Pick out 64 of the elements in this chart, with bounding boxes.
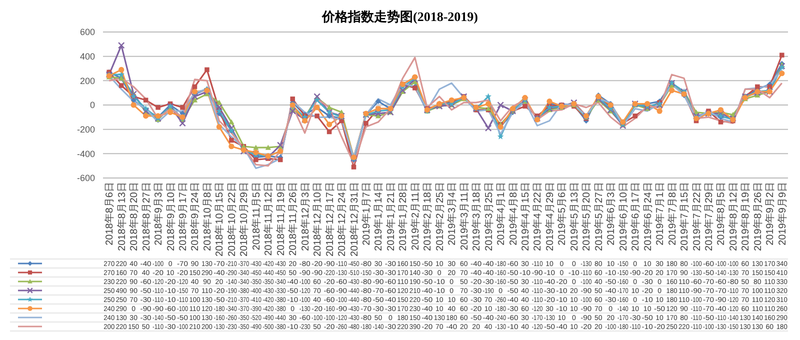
chart-title: 价格指数走势图(2018-2019) [320,8,479,26]
x-tick-label: 2019年2月25日 [434,182,446,251]
x-tick-label: 2019年6月10日 [617,182,630,251]
x-tick-label: 2018年12月17日 [324,182,336,256]
x-tick-label: 2019年3月11日 [458,182,470,250]
y-tick-label: 400 [80,52,95,62]
x-tick-label: 2018年12月24日 [336,182,348,256]
x-tick-label: 2019年1月28日 [397,182,410,251]
x-tick-label: 2019年2月11日 [409,182,422,250]
x-tick-label: 2019年5月13日 [568,182,580,251]
x-tick-label: 2019年7月1日 [654,182,666,246]
y-tick-label: 200 [80,76,95,86]
y-tick-label: 0 [90,100,95,110]
x-tick-label: 2019年4月29日 [544,182,556,251]
x-tick-label: 2019年8月5日 [715,182,728,246]
y-tick-label: 600 [80,27,95,38]
x-tick-label: 2019年5月6日 [556,182,568,246]
x-tick-label: 2018年9月3日 [152,182,165,246]
x-tick-label: 2019年6月24日 [642,182,654,251]
x-tick-label: 2019年3月4日 [446,182,458,246]
x-tick-label: 2019年5月27日 [592,182,605,251]
x-tick-label: 2018年8月20日 [128,182,140,251]
x-tick-label: 2019年8月12日 [727,182,740,251]
x-tick-label: 2018年11月5日 [250,182,262,250]
x-tick-label: 2019年8月19日 [740,182,752,251]
x-tick-label: 2018年11月19日 [274,182,287,256]
y-tick-label: -600 [76,173,95,184]
x-tick-label: 2018年10月29日 [238,182,250,256]
x-tick-label: 2019年5月20日 [580,182,593,251]
x-tick-label: 2018年8月6日 [104,182,116,246]
x-tick-label: 2019年4月22日 [532,182,544,251]
x-tick-label: 2019年4月8日 [507,182,520,246]
x-tick-label: 2018年9月17日 [177,182,190,251]
x-tick-label: 2019年7月15日 [678,182,691,251]
x-tick-label: 2018年8月13日 [116,182,128,251]
x-tick-label: 2019年6月3日 [605,182,618,246]
x-tick-label: 2018年11月12日 [262,182,275,256]
x-tick-label: 2019年7月22日 [690,182,703,251]
x-tick-label: 2018年10月15日 [214,182,226,256]
x-tick-label: 2018年12月3日 [299,182,312,251]
x-tick-label: 2019年6月17日 [630,182,642,251]
x-tick-label: 2018年9月10日 [164,182,177,251]
x-tick-label: 2019年4月15日 [520,182,532,251]
x-tick-label: 2018年10月8日 [201,182,214,251]
x-tick-label: 2019年2月18日 [422,182,434,251]
x-tick-label: 2019年8月26日 [752,182,764,251]
x-tick-label: 2018年12月31日 [348,182,360,256]
y-tick-label: -200 [76,124,95,135]
x-tick-label: 2019年7月29日 [702,182,715,251]
x-tick-label: 2018年8月27日 [140,182,152,251]
x-tick-label: 2018年12月10日 [312,182,324,256]
y-tick-label: -400 [76,148,95,159]
x-tick-label: 2018年11月26日 [287,182,300,256]
x-tick-label: 2019年3月18日 [470,182,483,251]
x-tick-label: 2019年3月25日 [482,182,495,251]
x-tick-label: 2019年1月21日 [384,182,397,251]
x-tick-label: 2019年1月14日 [372,182,385,251]
x-tick-label: 2019年9月9日 [776,182,788,246]
x-tick-label: 2018年10月22日 [226,182,238,256]
x-tick-label: 2019年7月8日 [666,182,678,246]
x-tick-label: 2019年9月2日 [764,182,776,246]
x-tick-label: 2019年4月1日 [495,182,508,246]
x-tick-label: 2018年9月24日 [189,182,202,251]
x-tick-label: 2019年1月7日 [360,182,372,246]
